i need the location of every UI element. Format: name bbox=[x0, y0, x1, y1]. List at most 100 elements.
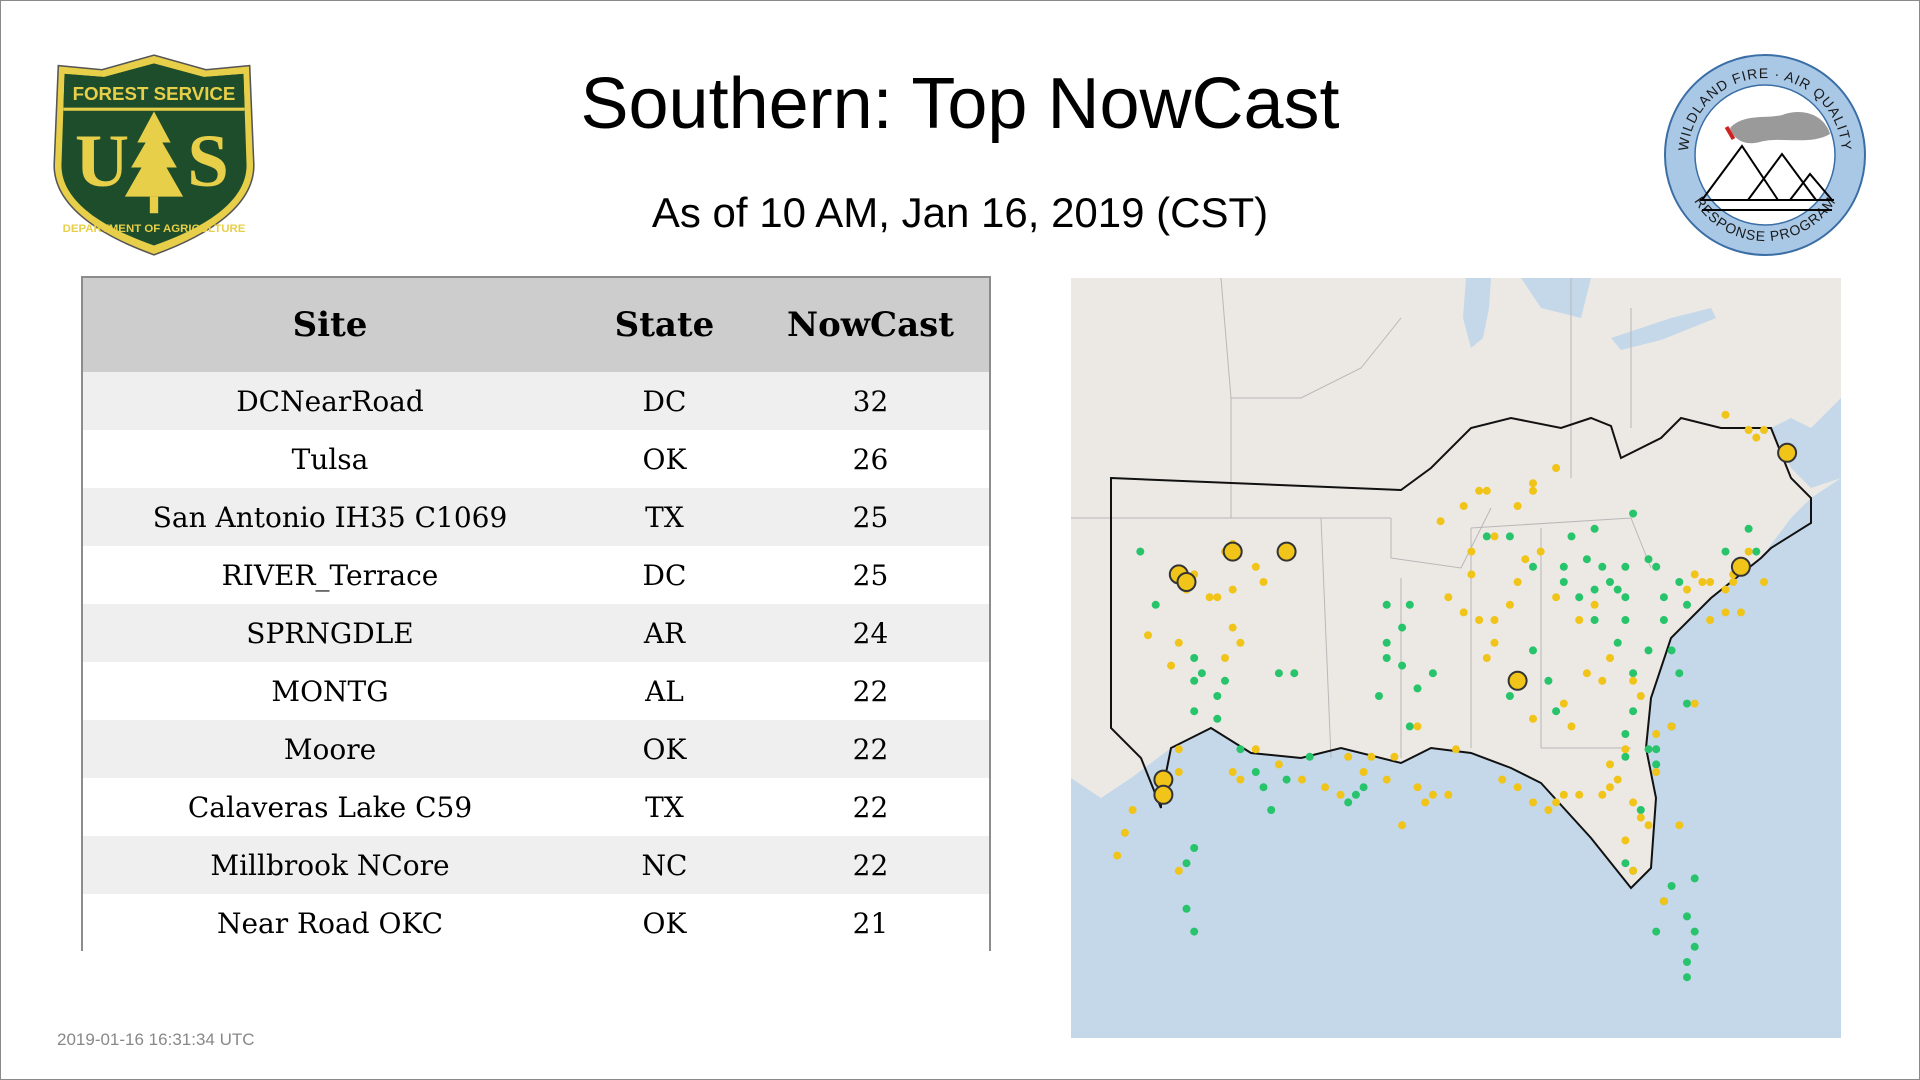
site-marker-moderate[interactable] bbox=[1729, 578, 1738, 586]
site-marker-good[interactable] bbox=[1505, 532, 1514, 541]
site-marker-moderate[interactable] bbox=[1236, 638, 1245, 647]
site-marker-good[interactable] bbox=[1721, 547, 1730, 556]
site-marker-moderate[interactable] bbox=[1174, 745, 1183, 754]
site-marker-moderate[interactable] bbox=[1444, 593, 1453, 602]
site-marker-good[interactable] bbox=[1652, 927, 1661, 936]
site-marker-moderate[interactable] bbox=[1467, 547, 1476, 556]
site-marker-good[interactable] bbox=[1405, 722, 1414, 731]
site-marker-good[interactable] bbox=[1675, 578, 1684, 586]
site-marker-moderate[interactable] bbox=[1174, 768, 1183, 776]
site-marker-moderate[interactable] bbox=[1221, 654, 1229, 662]
site-marker-moderate[interactable] bbox=[1167, 661, 1176, 670]
site-marker-moderate[interactable] bbox=[1398, 821, 1407, 830]
site-marker-good[interactable] bbox=[1267, 806, 1276, 814]
site-marker-top[interactable] bbox=[1507, 670, 1528, 691]
site-marker-good[interactable] bbox=[1629, 509, 1638, 518]
site-marker-good[interactable] bbox=[1690, 927, 1699, 936]
site-marker-good[interactable] bbox=[1590, 524, 1599, 533]
site-marker-top[interactable] bbox=[1730, 556, 1751, 577]
site-marker-moderate[interactable] bbox=[1475, 616, 1484, 624]
site-marker-moderate[interactable] bbox=[1559, 790, 1568, 799]
site-marker-moderate[interactable] bbox=[1452, 745, 1460, 754]
site-marker-good[interactable] bbox=[1190, 654, 1199, 662]
site-marker-moderate[interactable] bbox=[1559, 699, 1568, 708]
site-marker-good[interactable] bbox=[1382, 654, 1391, 662]
site-marker-moderate[interactable] bbox=[1621, 745, 1630, 754]
site-marker-moderate[interactable] bbox=[1413, 722, 1422, 731]
site-marker-good[interactable] bbox=[1606, 578, 1614, 586]
site-marker-moderate[interactable] bbox=[1413, 783, 1422, 792]
site-marker-good[interactable] bbox=[1690, 874, 1699, 883]
site-marker-moderate[interactable] bbox=[1752, 433, 1761, 442]
site-marker-moderate[interactable] bbox=[1113, 851, 1122, 860]
site-marker-moderate[interactable] bbox=[1467, 570, 1476, 579]
site-marker-moderate[interactable] bbox=[1482, 654, 1491, 662]
site-marker-moderate[interactable] bbox=[1421, 798, 1430, 807]
site-marker-good[interactable] bbox=[1529, 646, 1537, 655]
site-marker-good[interactable] bbox=[1398, 623, 1407, 632]
site-marker-good[interactable] bbox=[1683, 958, 1691, 966]
site-marker-good[interactable] bbox=[1221, 676, 1229, 685]
site-marker-top[interactable] bbox=[1153, 784, 1174, 805]
site-marker-good[interactable] bbox=[1667, 882, 1676, 890]
site-marker-moderate[interactable] bbox=[1760, 426, 1768, 434]
site-marker-moderate[interactable] bbox=[1606, 783, 1614, 792]
site-marker-moderate[interactable] bbox=[1652, 768, 1661, 776]
site-marker-top[interactable] bbox=[1276, 541, 1297, 562]
site-marker-good[interactable] bbox=[1582, 555, 1591, 564]
site-marker-moderate[interactable] bbox=[1459, 608, 1468, 617]
site-marker-moderate[interactable] bbox=[1128, 806, 1137, 814]
site-marker-top[interactable] bbox=[1176, 572, 1197, 592]
site-marker-moderate[interactable] bbox=[1629, 798, 1638, 807]
site-marker-moderate[interactable] bbox=[1144, 631, 1152, 640]
site-marker-good[interactable] bbox=[1290, 669, 1299, 678]
site-marker-top[interactable] bbox=[1222, 541, 1243, 562]
site-marker-moderate[interactable] bbox=[1667, 722, 1676, 731]
site-marker-good[interactable] bbox=[1259, 783, 1268, 792]
site-marker-good[interactable] bbox=[1629, 707, 1638, 716]
site-marker-good[interactable] bbox=[1644, 745, 1653, 754]
site-marker-moderate[interactable] bbox=[1459, 502, 1468, 510]
site-marker-moderate[interactable] bbox=[1359, 768, 1368, 776]
site-marker-moderate[interactable] bbox=[1744, 426, 1753, 434]
site-marker-moderate[interactable] bbox=[1205, 593, 1214, 602]
site-marker-good[interactable] bbox=[1621, 616, 1630, 624]
site-marker-good[interactable] bbox=[1559, 562, 1568, 571]
site-marker-good[interactable] bbox=[1213, 692, 1222, 700]
site-marker-moderate[interactable] bbox=[1498, 775, 1507, 784]
site-marker-moderate[interactable] bbox=[1606, 760, 1614, 769]
site-marker-good[interactable] bbox=[1621, 752, 1630, 761]
site-marker-moderate[interactable] bbox=[1629, 866, 1638, 875]
site-marker-moderate[interactable] bbox=[1228, 768, 1237, 776]
site-marker-good[interactable] bbox=[1621, 859, 1630, 868]
site-marker-good[interactable] bbox=[1590, 585, 1599, 594]
site-marker-moderate[interactable] bbox=[1706, 616, 1715, 624]
site-marker-good[interactable] bbox=[1675, 669, 1684, 678]
site-marker-good[interactable] bbox=[1190, 676, 1199, 685]
site-marker-good[interactable] bbox=[1652, 745, 1661, 754]
site-marker-moderate[interactable] bbox=[1513, 578, 1522, 586]
site-marker-moderate[interactable] bbox=[1598, 676, 1607, 685]
site-marker-good[interactable] bbox=[1652, 562, 1661, 571]
site-marker-moderate[interactable] bbox=[1675, 821, 1684, 830]
site-marker-good[interactable] bbox=[1190, 844, 1199, 852]
site-marker-moderate[interactable] bbox=[1174, 866, 1183, 875]
site-marker-good[interactable] bbox=[1305, 752, 1314, 761]
site-marker-moderate[interactable] bbox=[1736, 608, 1745, 617]
site-marker-good[interactable] bbox=[1544, 676, 1553, 685]
site-marker-good[interactable] bbox=[1190, 707, 1199, 716]
site-marker-good[interactable] bbox=[1644, 646, 1653, 655]
site-marker-good[interactable] bbox=[1652, 760, 1661, 769]
site-marker-good[interactable] bbox=[1251, 768, 1260, 776]
site-marker-good[interactable] bbox=[1282, 775, 1291, 784]
site-marker-good[interactable] bbox=[1398, 661, 1407, 670]
site-marker-good[interactable] bbox=[1590, 616, 1599, 624]
site-marker-good[interactable] bbox=[1636, 806, 1645, 814]
site-marker-top[interactable] bbox=[1777, 442, 1798, 463]
site-marker-moderate[interactable] bbox=[1590, 600, 1599, 609]
site-marker-moderate[interactable] bbox=[1629, 676, 1638, 685]
site-marker-moderate[interactable] bbox=[1174, 638, 1183, 647]
site-marker-good[interactable] bbox=[1359, 783, 1368, 792]
site-marker-good[interactable] bbox=[1190, 927, 1199, 936]
site-marker-good[interactable] bbox=[1567, 532, 1576, 541]
